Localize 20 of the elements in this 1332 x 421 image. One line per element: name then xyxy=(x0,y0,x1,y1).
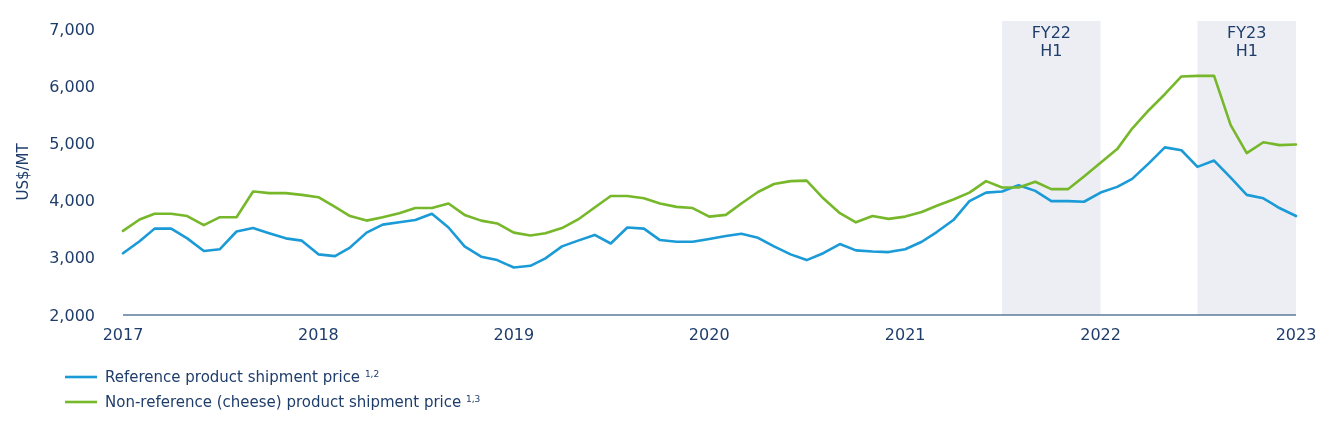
y-tick-label: 4,000 xyxy=(49,191,95,211)
legend-label: Reference product shipment price $^{1,2}$ xyxy=(105,368,380,387)
x-tick-label: 2019 xyxy=(493,325,535,344)
x-tick-label: 2021 xyxy=(884,325,926,344)
y-tick-label: 3,000 xyxy=(49,248,95,268)
y-tick-label: 7,000 xyxy=(49,19,95,39)
x-tick-label: 2018 xyxy=(298,325,339,344)
y-tick-label: 5,000 xyxy=(49,134,95,153)
x-tick-label: 2023 xyxy=(1275,325,1317,344)
x-tick-label: 2017 xyxy=(102,325,144,344)
x-tick-label: 2020 xyxy=(688,325,730,344)
x-tick-label: 2022 xyxy=(1080,325,1121,344)
line-series xyxy=(121,74,1298,237)
y-tick-label: 6,000 xyxy=(49,76,95,96)
y-axis-title: US$/MT xyxy=(14,142,32,201)
legend-label: Non-reference (cheese) product shipment price $^{1,3}$ xyxy=(105,393,481,412)
y-tick-label: 2,000 xyxy=(49,305,95,325)
band-label: FY23 H1 xyxy=(1227,23,1267,60)
line-series xyxy=(121,146,1298,269)
band-label: FY22 H1 xyxy=(1031,23,1072,60)
